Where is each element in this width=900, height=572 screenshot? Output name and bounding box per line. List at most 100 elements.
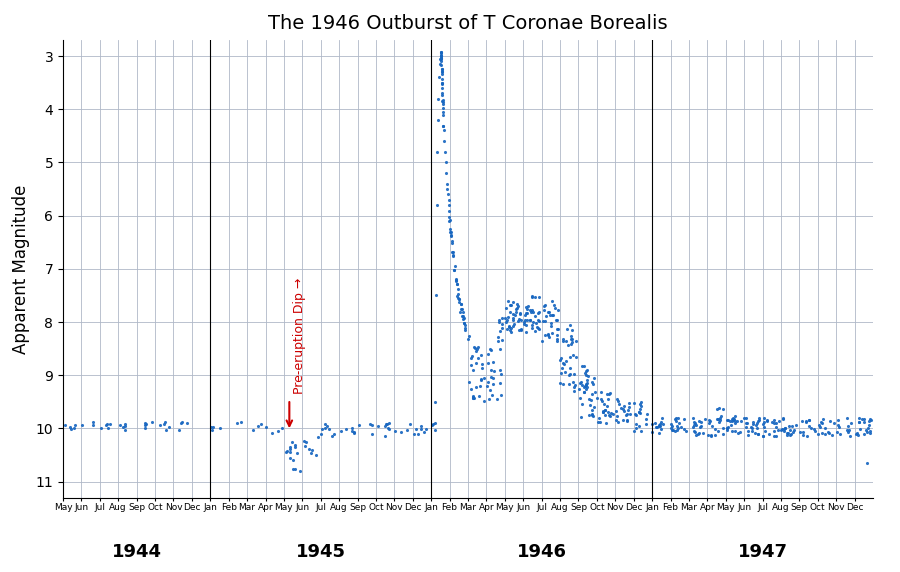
Point (555, 380, 570, 389)
Point (554, 356, 568, 365)
Point (393, 428, 408, 437)
Point (547, 303, 562, 312)
Point (365, 420, 380, 430)
Point (450, 291, 464, 300)
Point (645, 419, 660, 428)
Point (564, 338, 579, 347)
Point (448, 275, 463, 284)
Point (609, 416, 624, 425)
Point (458, 320, 473, 329)
Point (285, 456, 300, 465)
Point (464, 353, 478, 362)
Point (653, 418, 668, 427)
Point (494, 390, 508, 399)
Point (603, 388, 617, 397)
Point (624, 410, 638, 419)
Point (481, 358, 495, 367)
Point (694, 422, 708, 431)
Point (495, 314, 509, 323)
Point (749, 420, 763, 430)
Point (726, 416, 741, 425)
Point (410, 430, 425, 439)
Point (664, 423, 679, 432)
Point (506, 316, 520, 325)
Point (713, 414, 727, 423)
Point (230, 419, 244, 428)
Point (521, 301, 535, 311)
Point (265, 428, 279, 437)
Point (461, 334, 475, 343)
Point (434, 49, 448, 58)
Point (556, 335, 571, 344)
Point (523, 306, 537, 315)
Point (100, 419, 114, 428)
Point (525, 292, 539, 301)
Point (518, 316, 532, 325)
Point (568, 381, 582, 390)
Point (840, 425, 854, 434)
Point (364, 430, 379, 439)
Point (452, 294, 466, 303)
Point (628, 411, 643, 420)
Point (449, 276, 464, 285)
Point (454, 304, 469, 313)
Point (68, 423, 82, 432)
Point (690, 430, 705, 439)
Point (688, 418, 702, 427)
Point (701, 419, 716, 428)
Point (629, 419, 643, 428)
Point (434, 54, 448, 63)
Point (850, 431, 865, 440)
Point (468, 382, 482, 391)
Point (600, 394, 615, 403)
Point (104, 420, 118, 429)
Point (832, 423, 846, 432)
Point (303, 448, 318, 457)
Point (582, 400, 597, 409)
Point (495, 336, 509, 345)
Point (786, 427, 800, 436)
Point (363, 420, 377, 429)
Point (627, 426, 642, 435)
Point (731, 428, 745, 437)
Point (692, 428, 706, 437)
Point (138, 423, 152, 432)
Point (345, 426, 359, 435)
Point (850, 428, 865, 438)
Point (513, 309, 527, 318)
Point (580, 371, 594, 380)
Point (617, 402, 632, 411)
Point (511, 325, 526, 335)
Point (597, 399, 611, 408)
Point (757, 417, 771, 426)
Point (403, 420, 418, 429)
Point (575, 380, 590, 390)
Point (524, 307, 538, 316)
Point (283, 443, 297, 452)
Point (857, 417, 871, 426)
Point (493, 379, 508, 388)
Point (254, 420, 268, 429)
Point (204, 426, 219, 435)
Point (454, 300, 468, 309)
Point (529, 318, 544, 327)
Point (491, 333, 505, 342)
Point (456, 319, 471, 328)
Point (720, 423, 734, 432)
Point (567, 369, 581, 378)
Point (862, 420, 877, 430)
Point (814, 418, 828, 427)
Point (574, 362, 589, 371)
Point (620, 410, 634, 419)
Point (744, 426, 759, 435)
Point (292, 466, 307, 475)
Point (783, 425, 797, 434)
Point (518, 320, 533, 329)
Point (609, 394, 624, 403)
Point (435, 66, 449, 75)
Point (519, 308, 534, 317)
Point (139, 419, 153, 428)
Point (378, 431, 392, 440)
Point (430, 147, 445, 156)
Point (572, 385, 587, 394)
